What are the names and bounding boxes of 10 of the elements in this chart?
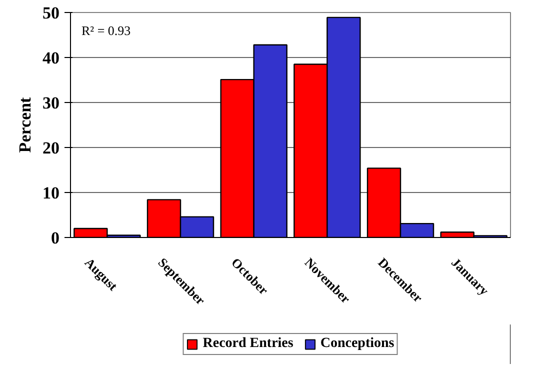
annotation: R² = 0.93 — [82, 23, 131, 38]
y-tick-label: 20 — [42, 138, 60, 158]
y-tick-label: 50 — [42, 4, 60, 22]
legend-label: Record Entries — [202, 336, 294, 352]
y-axis-title: Percent — [16, 96, 34, 153]
y-tick-label: 10 — [42, 184, 60, 202]
y-tick-label: 40 — [42, 48, 60, 68]
y-tick-label: 30 — [42, 94, 60, 112]
legend-label: Conceptions — [320, 336, 394, 352]
y-tick-label: 0 — [51, 228, 60, 248]
